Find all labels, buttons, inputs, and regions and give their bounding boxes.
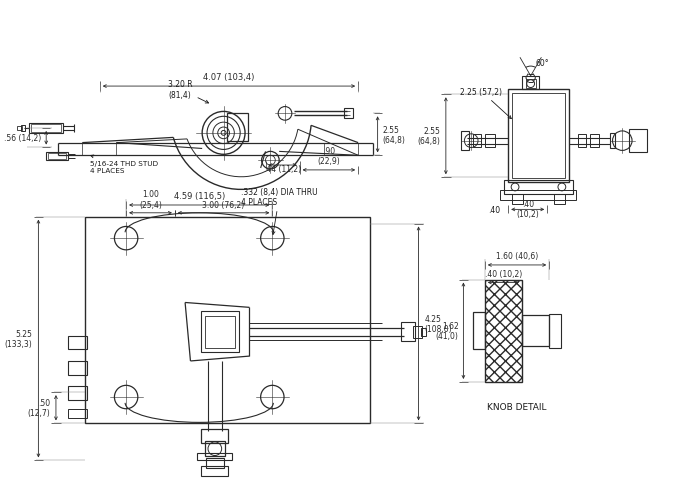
Bar xyxy=(512,194,523,204)
Text: KNOB DETAIL: KNOB DETAIL xyxy=(487,402,547,411)
Bar xyxy=(201,429,228,443)
Bar xyxy=(485,280,522,382)
Text: .40 (10,2): .40 (10,2) xyxy=(484,269,522,278)
Bar xyxy=(85,217,370,424)
Text: .50
(12,7): .50 (12,7) xyxy=(27,398,50,418)
Bar xyxy=(206,316,235,348)
Bar xyxy=(522,316,550,346)
Text: .44 (11,2): .44 (11,2) xyxy=(264,164,301,173)
Text: 2.25 (57,2): 2.25 (57,2) xyxy=(461,88,512,120)
Bar xyxy=(201,312,239,352)
Bar xyxy=(31,125,61,133)
Text: .332 (8,4) DIA THRU
4 PLACES: .332 (8,4) DIA THRU 4 PLACES xyxy=(241,187,318,235)
Text: 3.00 (76,2): 3.00 (76,2) xyxy=(202,201,245,209)
Bar xyxy=(610,134,615,149)
Bar xyxy=(201,467,228,476)
Text: 5/16-24 THD STUD
4 PLACES: 5/16-24 THD STUD 4 PLACES xyxy=(90,156,158,174)
Bar xyxy=(485,135,495,148)
Bar xyxy=(17,127,22,131)
Bar xyxy=(629,130,647,153)
Text: 1.60 (40,6): 1.60 (40,6) xyxy=(496,251,538,261)
Bar xyxy=(421,328,426,336)
Bar xyxy=(29,124,63,134)
Text: 1.62
(41,0): 1.62 (41,0) xyxy=(435,322,458,341)
Text: 4.59 (116,5): 4.59 (116,5) xyxy=(174,192,225,201)
Bar xyxy=(578,135,586,148)
Text: 5.25
(133,3): 5.25 (133,3) xyxy=(5,329,32,348)
Text: 2.55
(64,8): 2.55 (64,8) xyxy=(417,127,440,146)
Bar xyxy=(21,126,25,132)
Bar xyxy=(504,181,573,194)
Bar xyxy=(413,326,423,338)
Bar xyxy=(46,153,68,161)
Bar xyxy=(227,114,248,142)
Bar xyxy=(550,314,561,348)
Bar xyxy=(473,313,485,349)
Bar xyxy=(526,80,536,88)
Bar xyxy=(206,459,223,468)
Text: .56 (14,2): .56 (14,2) xyxy=(4,134,41,143)
Bar xyxy=(554,194,565,204)
Text: .90
(22,9): .90 (22,9) xyxy=(318,146,340,166)
Bar xyxy=(344,109,354,119)
Text: 2.55
(64,8): 2.55 (64,8) xyxy=(382,125,405,145)
Bar xyxy=(522,77,540,90)
Bar xyxy=(500,190,577,200)
Text: 60°: 60° xyxy=(536,59,550,68)
Text: .40
(10,2): .40 (10,2) xyxy=(517,199,539,219)
Bar xyxy=(68,361,87,375)
Text: 4.25
(108,0): 4.25 (108,0) xyxy=(424,314,452,333)
Bar xyxy=(68,336,87,349)
Bar xyxy=(473,135,481,148)
Bar xyxy=(461,132,469,151)
Bar xyxy=(508,90,568,183)
Bar xyxy=(590,135,599,148)
Bar xyxy=(48,154,66,160)
Bar xyxy=(68,386,87,400)
Text: .40: .40 xyxy=(489,205,500,214)
Bar xyxy=(512,94,565,179)
Text: 3.20 R
(81,4): 3.20 R (81,4) xyxy=(168,80,209,104)
Bar xyxy=(68,409,87,419)
Bar xyxy=(205,441,225,456)
Bar xyxy=(401,322,414,342)
Bar xyxy=(197,453,232,461)
Text: 1.00
(25,4): 1.00 (25,4) xyxy=(139,190,162,209)
Text: 4.07 (103,4): 4.07 (103,4) xyxy=(203,73,255,82)
